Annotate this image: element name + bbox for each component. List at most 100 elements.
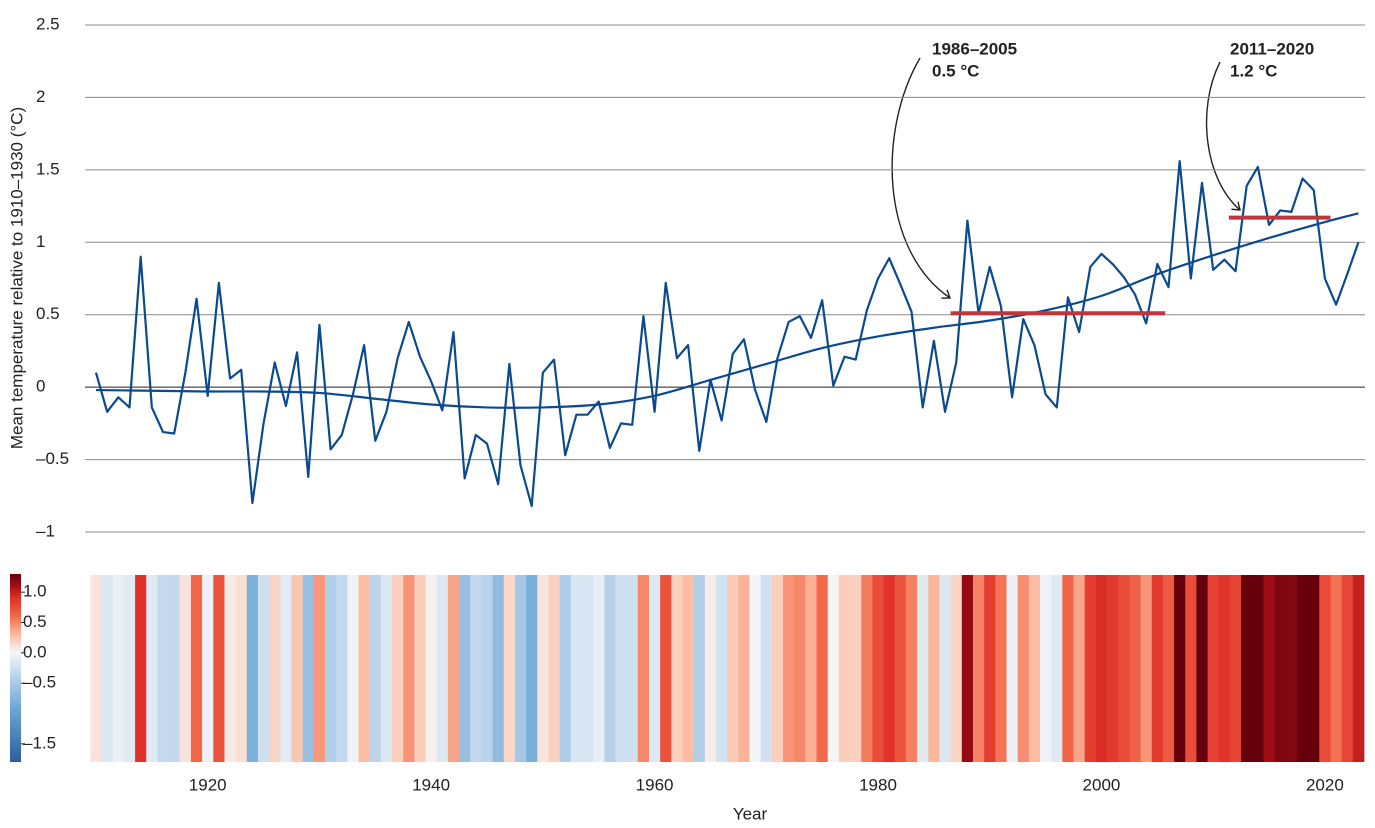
- annotation-period: 2011–2020: [1230, 39, 1314, 58]
- stripe: [1285, 575, 1298, 762]
- stripe: [1330, 575, 1343, 762]
- stripe: [369, 575, 382, 762]
- stripe: [358, 575, 371, 762]
- stripe: [112, 575, 125, 762]
- x-tick-label: 2000: [1083, 775, 1121, 794]
- y-tick-label: –1: [36, 521, 55, 540]
- x-tick-label: 1920: [189, 775, 227, 794]
- stripe: [783, 575, 795, 762]
- stripe: [716, 575, 728, 762]
- stripe: [436, 575, 449, 762]
- stripe: [1028, 575, 1041, 762]
- stripe: [682, 575, 695, 762]
- stripe: [1062, 575, 1074, 762]
- stripe: [190, 575, 203, 762]
- stripe: [581, 575, 594, 762]
- stripe: [447, 575, 460, 762]
- stripe: [1252, 575, 1264, 762]
- annotation-value: 0.5 °C: [932, 61, 979, 80]
- stripe: [995, 575, 1007, 762]
- stripe: [816, 575, 829, 762]
- stripe: [1107, 575, 1119, 762]
- stripe: [872, 575, 885, 762]
- stripe: [425, 575, 438, 762]
- y-tick-label: 2.5: [36, 14, 60, 33]
- stripe: [101, 575, 114, 762]
- stripe: [548, 575, 561, 762]
- stripe: [850, 575, 862, 762]
- stripe: [1263, 575, 1276, 762]
- stripe: [1185, 575, 1197, 762]
- colorbar-tick-label: –0.5: [23, 673, 56, 692]
- stripe: [660, 575, 672, 762]
- stripe: [648, 575, 661, 762]
- stripe: [637, 575, 650, 762]
- stripe: [1196, 575, 1208, 762]
- stripe: [336, 575, 348, 762]
- stripe: [1341, 575, 1354, 762]
- y-tick-label: 0.5: [36, 304, 60, 323]
- stripe: [157, 575, 170, 762]
- annotation-period: 1986–2005: [932, 39, 1017, 58]
- colorbar-tick-label: 0.5: [23, 612, 47, 631]
- stripe: [492, 575, 505, 762]
- stripe: [514, 575, 527, 762]
- stripe: [325, 575, 337, 762]
- stripe: [1319, 575, 1331, 762]
- stripe: [224, 575, 237, 762]
- stripe: [827, 575, 840, 762]
- stripe: [604, 575, 616, 762]
- stripe: [135, 575, 147, 762]
- data-line: [94, 160, 1360, 508]
- stripe: [1174, 575, 1186, 762]
- stripe: [459, 575, 471, 762]
- annotation-arrow: [1205, 61, 1241, 211]
- stripe: [905, 575, 918, 762]
- y-tick-label: 2: [36, 87, 45, 106]
- stripe: [1006, 575, 1019, 762]
- stripe: [1095, 575, 1108, 762]
- stripe: [380, 575, 393, 762]
- y-tick-label: –0.5: [36, 449, 69, 468]
- colorbar: [10, 574, 21, 762]
- stripe: [1051, 575, 1063, 762]
- stripe: [1241, 575, 1253, 762]
- stripe: [302, 575, 315, 762]
- stripe: [526, 575, 538, 762]
- stripe: [894, 575, 907, 762]
- stripe: [1084, 575, 1097, 762]
- stripe: [950, 575, 963, 762]
- stripe: [168, 575, 181, 762]
- stripe: [403, 575, 415, 762]
- stripe: [593, 575, 605, 762]
- stripe: [838, 575, 851, 762]
- stripe: [559, 575, 572, 762]
- stripe: [1073, 575, 1086, 762]
- stripe: [805, 575, 817, 762]
- x-tick-label: 2020: [1306, 775, 1344, 794]
- stripe: [392, 575, 404, 762]
- stripe: [1296, 575, 1309, 762]
- stripe: [470, 575, 482, 762]
- stripe: [213, 575, 225, 762]
- x-tick-label: 1980: [859, 775, 897, 794]
- stripe: [738, 575, 750, 762]
- stripe: [179, 575, 192, 762]
- stripe: [883, 575, 896, 762]
- stripe: [693, 575, 706, 762]
- stripe: [313, 575, 326, 762]
- trend-line: [95, 212, 1359, 409]
- stripe: [961, 575, 974, 762]
- x-tick-label: 1960: [636, 775, 674, 794]
- stripe: [615, 575, 628, 762]
- annotation-value: 1.2 °C: [1230, 61, 1277, 80]
- stripe: [90, 575, 102, 762]
- stripe: [760, 575, 773, 762]
- stripe: [1017, 575, 1030, 762]
- stripe: [1308, 575, 1320, 762]
- colorbar-tick-label: 0.0: [23, 642, 47, 661]
- stripe: [291, 575, 304, 762]
- stripe: [972, 575, 985, 762]
- stripe: [1218, 575, 1231, 762]
